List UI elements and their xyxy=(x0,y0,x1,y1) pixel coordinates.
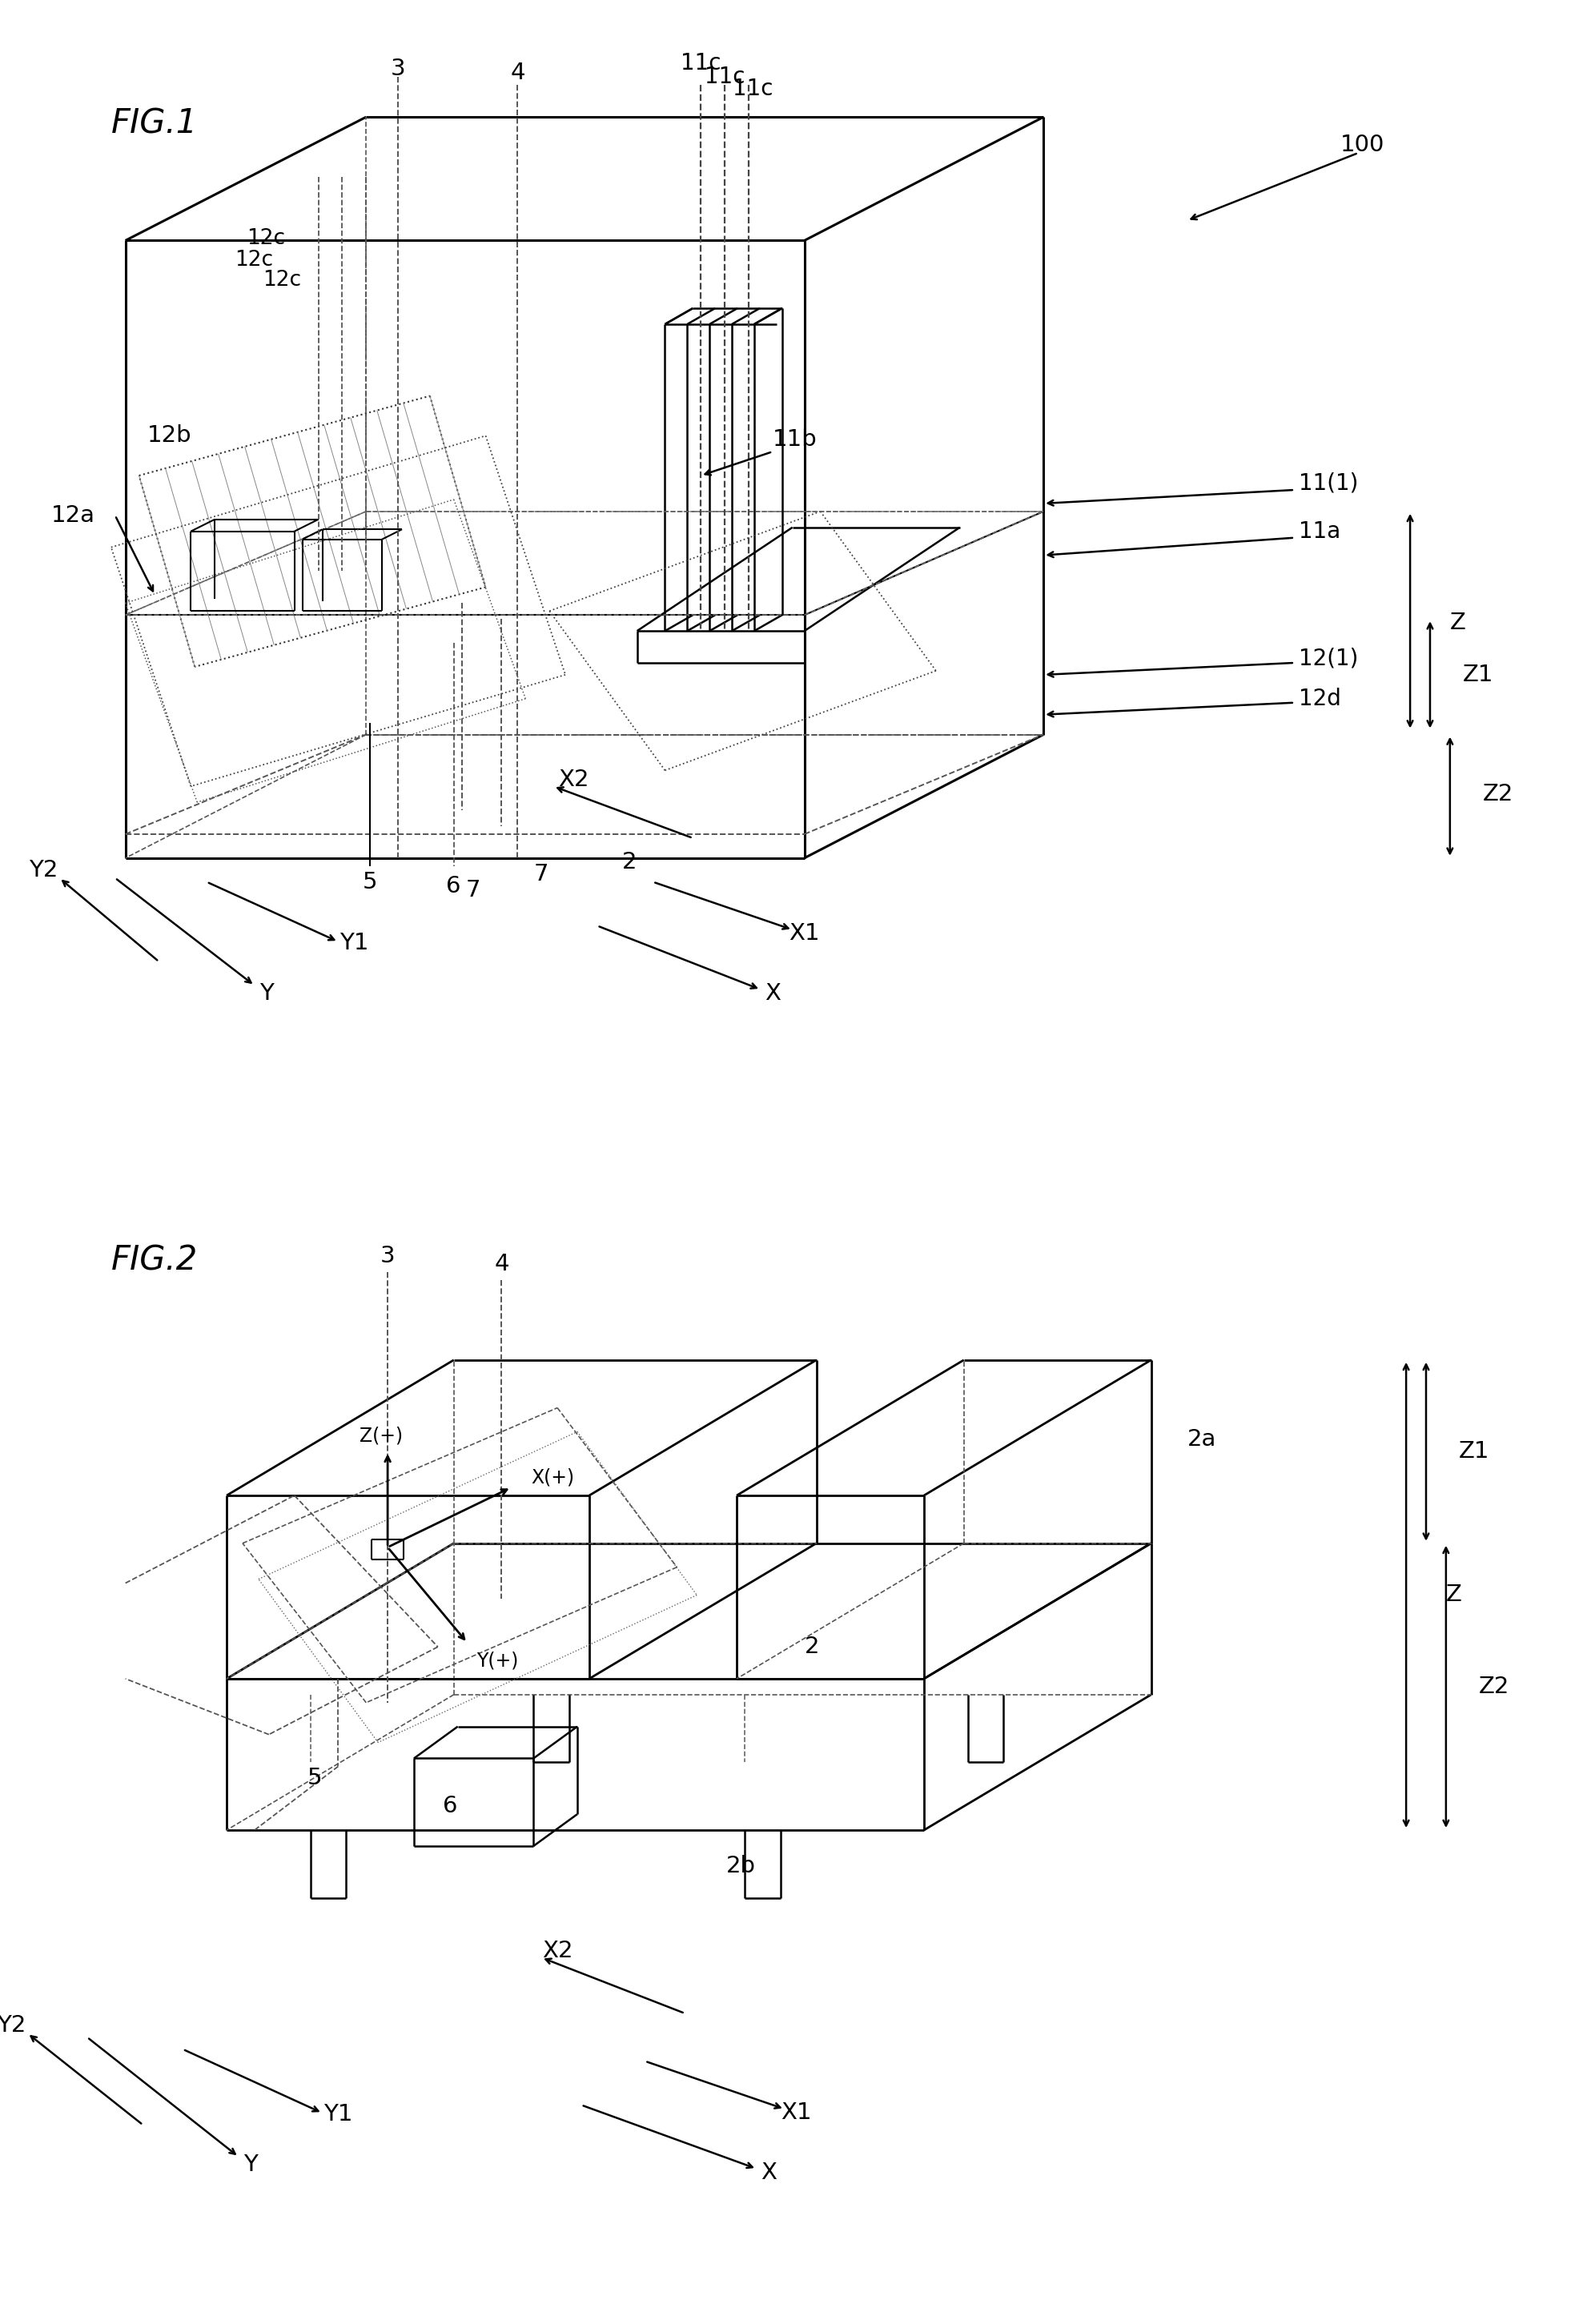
Text: 11a: 11a xyxy=(1298,521,1340,541)
Text: 11c: 11c xyxy=(732,79,774,100)
Text: Z: Z xyxy=(1447,1585,1463,1606)
Text: X1: X1 xyxy=(782,2101,812,2124)
Text: 11b: 11b xyxy=(772,428,817,451)
Text: 7: 7 xyxy=(466,878,480,902)
Text: X(+): X(+) xyxy=(531,1466,574,1487)
Text: 7: 7 xyxy=(534,862,549,885)
Text: 12(1): 12(1) xyxy=(1298,648,1357,669)
Text: FIG.1: FIG.1 xyxy=(112,107,198,139)
Text: Y1: Y1 xyxy=(340,932,368,955)
Text: Z1: Z1 xyxy=(1458,1441,1490,1462)
Text: 2: 2 xyxy=(622,851,636,874)
Text: 4: 4 xyxy=(494,1253,509,1276)
Text: 11c: 11c xyxy=(681,53,721,74)
Text: Y: Y xyxy=(260,983,274,1004)
Text: Y(+): Y(+) xyxy=(477,1650,518,1671)
Text: X1: X1 xyxy=(790,923,820,946)
Text: 11c: 11c xyxy=(705,65,745,88)
Text: 100: 100 xyxy=(1340,135,1384,156)
Text: 4: 4 xyxy=(510,63,525,84)
Text: FIG.2: FIG.2 xyxy=(112,1243,198,1278)
Text: Z: Z xyxy=(1450,611,1466,634)
Text: X: X xyxy=(764,983,780,1004)
Text: Y2: Y2 xyxy=(0,2015,26,2036)
Text: Z1: Z1 xyxy=(1463,665,1493,686)
Text: 5: 5 xyxy=(362,872,378,892)
Text: 12c: 12c xyxy=(263,270,301,290)
Text: 2: 2 xyxy=(804,1636,820,1657)
Text: 12d: 12d xyxy=(1298,688,1341,709)
Text: 3: 3 xyxy=(380,1246,396,1267)
Text: Y2: Y2 xyxy=(29,860,57,881)
Text: 5: 5 xyxy=(306,1766,322,1789)
Text: 12c: 12c xyxy=(247,228,286,249)
Text: 12b: 12b xyxy=(147,425,191,446)
Text: Z2: Z2 xyxy=(1479,1676,1509,1699)
Text: 12a: 12a xyxy=(51,504,96,528)
Text: 12c: 12c xyxy=(234,251,273,272)
Text: 3: 3 xyxy=(391,58,405,81)
Text: 11(1): 11(1) xyxy=(1298,472,1357,495)
Text: Z(+): Z(+) xyxy=(359,1427,404,1446)
Text: X2: X2 xyxy=(542,1941,573,1961)
Text: Z2: Z2 xyxy=(1482,783,1514,806)
Text: 6: 6 xyxy=(442,1794,458,1817)
Text: 6: 6 xyxy=(447,874,461,897)
Text: X2: X2 xyxy=(558,769,589,790)
Text: Y1: Y1 xyxy=(324,2103,352,2126)
Text: 2a: 2a xyxy=(1187,1429,1215,1450)
Text: 2b: 2b xyxy=(726,1855,756,1878)
Text: X: X xyxy=(761,2161,777,2185)
Text: Y: Y xyxy=(244,2154,258,2175)
